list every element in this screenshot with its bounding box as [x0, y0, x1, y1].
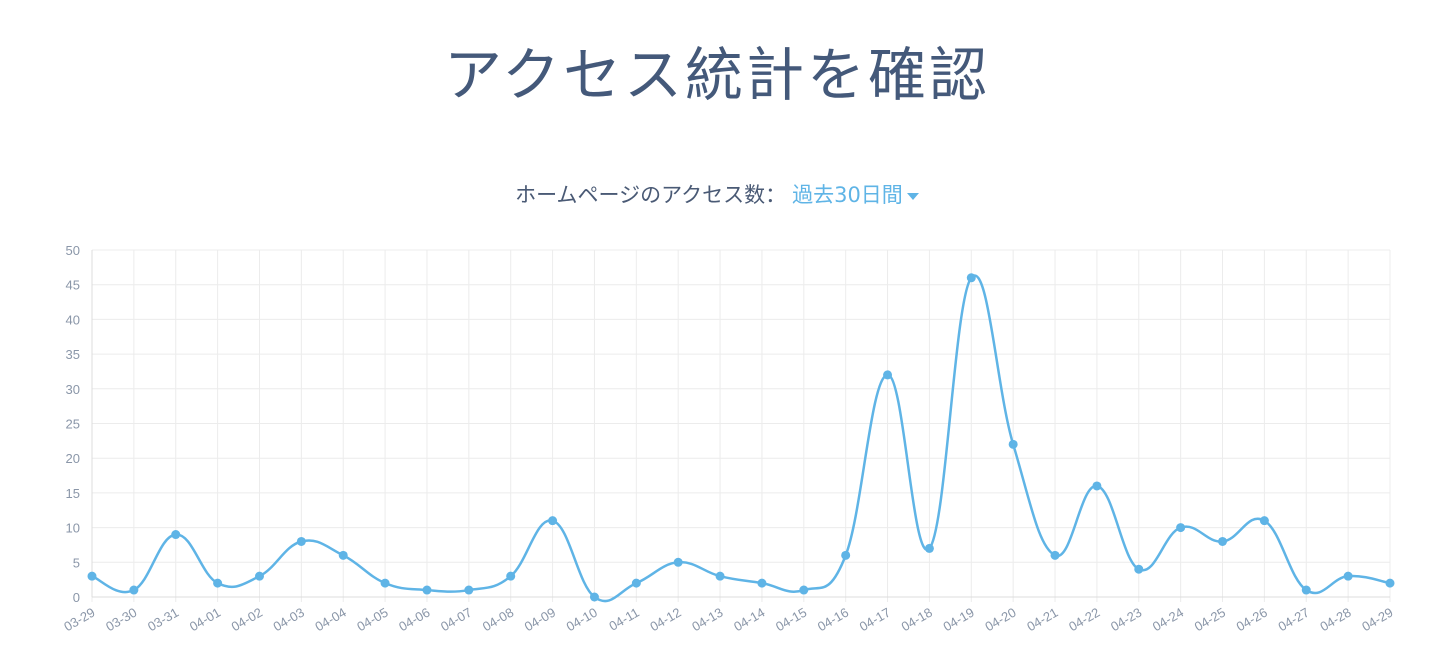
x-tick-label: 04-10 [564, 605, 600, 635]
data-point [799, 585, 809, 595]
subtitle-label: ホームページのアクセス数： [515, 183, 787, 207]
y-tick-label: 0 [73, 590, 80, 605]
x-tick-label: 04-19 [940, 605, 976, 635]
data-point [757, 578, 767, 588]
data-point [1301, 585, 1311, 595]
data-point [1008, 439, 1018, 449]
data-point [506, 571, 516, 581]
x-tick-label: 04-20 [982, 605, 1018, 635]
data-point [338, 550, 348, 560]
data-point [841, 550, 851, 560]
data-point [1050, 550, 1060, 560]
x-tick-label: 04-02 [229, 605, 265, 635]
x-tick-label: 04-16 [815, 605, 851, 635]
range-dropdown[interactable]: 過去30日間 [792, 183, 919, 207]
data-point [213, 578, 223, 588]
x-tick-label: 04-03 [271, 605, 307, 635]
data-point [296, 536, 306, 546]
x-tick-label: 04-24 [1150, 605, 1186, 635]
range-dropdown-label[interactable]: 過去30日間 [792, 183, 903, 207]
page-title: アクセス統計を確認 [443, 41, 991, 109]
caret-down-icon[interactable] [906, 192, 919, 200]
x-tick-label: 04-04 [312, 605, 348, 635]
data-point [673, 557, 683, 567]
x-tick-label: 03-31 [145, 605, 181, 635]
series-line [91, 274, 1391, 603]
chart-subtitle: ホームページのアクセス数： 過去30日間 [0, 179, 1434, 209]
x-tick-label: 04-07 [438, 605, 474, 635]
data-point [254, 571, 264, 581]
y-tick-label: 10 [66, 521, 80, 536]
y-tick-label: 30 [66, 382, 80, 397]
x-tick-label: 04-11 [606, 605, 641, 634]
data-point [422, 585, 432, 595]
data-point [883, 370, 893, 380]
data-point [1134, 564, 1144, 574]
x-tick-label: 03-29 [61, 605, 97, 635]
x-tick-label: 04-15 [773, 605, 809, 635]
x-tick-label: 04-13 [689, 605, 725, 635]
data-point [171, 530, 181, 540]
data-point [548, 516, 558, 526]
data-point [966, 273, 976, 283]
x-tick-label: 04-22 [1066, 605, 1102, 635]
x-tick-label: 04-26 [1234, 605, 1270, 635]
data-point [1218, 536, 1228, 546]
x-tick-label: 04-06 [396, 605, 432, 635]
x-tick-label: 04-01 [187, 605, 223, 635]
data-point [1343, 571, 1353, 581]
x-tick-label: 04-21 [1024, 605, 1060, 635]
x-tick-label: 04-05 [354, 605, 390, 635]
data-point [380, 578, 390, 588]
x-tick-label: 04-14 [731, 605, 767, 635]
x-tick-label: 04-23 [1108, 605, 1144, 635]
y-tick-label: 50 [66, 243, 80, 258]
data-point [1259, 516, 1269, 526]
data-point [589, 592, 599, 602]
x-tick-label: 04-08 [480, 605, 516, 635]
y-tick-label: 40 [66, 312, 80, 327]
x-tick-label: 04-28 [1317, 605, 1353, 635]
y-tick-label: 45 [66, 278, 80, 293]
data-point [631, 578, 641, 588]
y-tick-label: 5 [73, 555, 80, 570]
data-point [1092, 481, 1102, 491]
y-tick-label: 20 [66, 451, 80, 466]
x-tick-label: 04-09 [522, 605, 558, 635]
x-tick-label: 03-30 [103, 605, 139, 635]
data-point [1176, 523, 1186, 533]
y-tick-label: 15 [66, 486, 80, 501]
x-tick-label: 04-25 [1192, 605, 1228, 635]
x-tick-label: 04-17 [857, 605, 893, 635]
x-tick-label: 04-18 [899, 605, 935, 635]
x-tick-label: 04-29 [1359, 605, 1395, 635]
data-point [1385, 578, 1395, 588]
data-point [715, 571, 725, 581]
data-point [129, 585, 139, 595]
x-tick-label: 04-27 [1275, 605, 1311, 635]
data-point [924, 543, 934, 553]
y-tick-label: 35 [66, 347, 80, 362]
data-point [87, 571, 97, 581]
y-tick-label: 25 [66, 417, 80, 432]
x-tick-label: 04-12 [647, 605, 683, 635]
data-point [464, 585, 474, 595]
